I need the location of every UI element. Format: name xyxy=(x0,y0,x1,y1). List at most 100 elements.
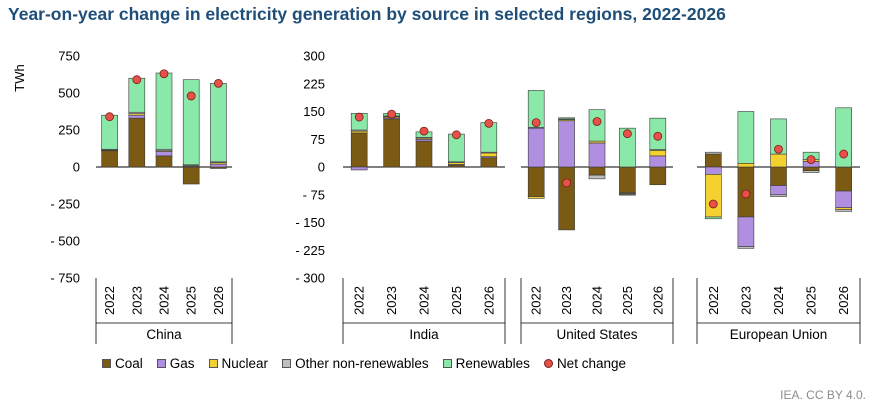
bar-gas-india-2022 xyxy=(350,166,368,171)
bar-nuclear-united-states-2026 xyxy=(649,150,667,157)
x-tick-label: 2026 xyxy=(836,286,851,315)
x-tick-label: 2025 xyxy=(804,286,819,315)
y-axis-label: TWh xyxy=(12,64,27,91)
net-change-dot-china-2023 xyxy=(132,75,142,85)
legend-item-nuclear: Nuclear xyxy=(208,356,269,371)
y-tick-label: - 225 xyxy=(295,243,325,258)
net-change-dot-china-2026 xyxy=(213,78,223,88)
bar-coal-european-union-2026 xyxy=(835,166,853,192)
bar-nuclear-united-states-2022 xyxy=(527,196,545,199)
net-change-dot-united-states-2023 xyxy=(562,178,571,188)
bar-gas-european-union-2024 xyxy=(770,185,787,196)
bar-renewables-european-union-2022 xyxy=(704,216,722,220)
bar-renewables-united-states-2023 xyxy=(558,117,575,120)
bar-gas-united-states-2026 xyxy=(649,155,667,168)
net-change-dot-european-union-2025 xyxy=(806,155,816,165)
legend-swatch-net-change xyxy=(543,359,553,368)
y-tick-label: 250 xyxy=(58,123,80,138)
net-change-dot-european-union-2026 xyxy=(839,149,849,159)
legend-label: Nuclear xyxy=(221,356,269,371)
x-tick-label: 2023 xyxy=(129,286,144,315)
bar-coal-european-union-2025 xyxy=(802,166,820,171)
bar-coal-india-2023 xyxy=(383,118,400,168)
bar-coal-india-2022 xyxy=(350,132,368,168)
net-change-dot-european-union-2024 xyxy=(774,144,783,154)
x-tick-label: 2022 xyxy=(102,286,117,315)
bar-nuclear-india-2026 xyxy=(480,152,498,157)
bar-nuclear-european-union-2023 xyxy=(737,163,755,168)
source-note: IEA. CC BY 4.0. xyxy=(780,388,866,402)
bar-other-non-renewables-european-union-2023 xyxy=(737,246,755,249)
bar-renewables-china-2025 xyxy=(182,79,200,166)
x-tick-label: 2026 xyxy=(211,286,226,315)
x-tick-label: 2024 xyxy=(590,286,605,315)
bar-coal-china-2023 xyxy=(128,117,146,168)
legend-swatch-renewables xyxy=(442,359,452,368)
bar-renewables-united-states-2022 xyxy=(527,90,545,128)
bar-coal-china-2025 xyxy=(182,166,200,185)
bar-coal-united-states-2024 xyxy=(588,166,606,176)
y-tick-label: 0 xyxy=(318,160,325,175)
y-tick-label: - 250 xyxy=(50,197,80,212)
legend-item-coal: Coal xyxy=(102,356,143,371)
y-tick-label: - 300 xyxy=(295,271,325,286)
net-change-dot-india-2022 xyxy=(354,112,364,122)
legend-label: Renewables xyxy=(455,356,530,371)
x-tick-label: 2024 xyxy=(771,286,786,315)
bar-gas-china-2026 xyxy=(210,163,227,168)
bar-gas-china-2024 xyxy=(155,151,173,157)
x-tick-label: 2023 xyxy=(384,286,399,315)
x-tick-label: 2024 xyxy=(417,286,432,315)
x-tick-label: 2026 xyxy=(481,286,496,315)
legend-label: Gas xyxy=(169,356,195,371)
y-tick-label: 500 xyxy=(58,86,80,101)
bar-gas-european-union-2022 xyxy=(704,166,722,175)
net-change-dot-india-2025 xyxy=(451,130,461,140)
y-tick-label: 150 xyxy=(303,104,325,119)
group-label-india: India xyxy=(409,327,439,342)
x-tick-label: 2025 xyxy=(620,286,635,315)
bar-other-non-renewables-european-union-2026 xyxy=(835,209,853,212)
bar-gas-china-2023 xyxy=(128,114,146,119)
y-tick-label: 750 xyxy=(58,49,80,64)
y-tick-label: 0 xyxy=(73,160,80,175)
x-tick-label: 2025 xyxy=(184,286,199,315)
bar-coal-united-states-2025 xyxy=(619,166,636,194)
bar-coal-china-2024 xyxy=(155,155,173,168)
legend-item-renewables: Renewables xyxy=(442,356,530,371)
bar-renewables-china-2026 xyxy=(210,83,227,163)
legend-swatch-coal xyxy=(102,359,111,368)
bar-coal-united-states-2026 xyxy=(649,166,667,186)
y-tick-label: 225 xyxy=(303,76,325,91)
bar-other-non-renewables-united-states-2024 xyxy=(588,174,606,180)
net-change-dot-china-2024 xyxy=(159,69,169,79)
bar-coal-china-2022 xyxy=(101,150,118,168)
bar-renewables-china-2024 xyxy=(155,72,173,150)
legend-item-other-non-renewables: Other non-renewables xyxy=(282,356,429,371)
bar-other-non-renewables-european-union-2024 xyxy=(770,194,787,197)
bar-gas-united-states-2022 xyxy=(527,127,545,168)
bar-coal-european-union-2022 xyxy=(704,153,722,168)
x-tick-label: 2022 xyxy=(706,286,721,315)
y-tick-label: 75 xyxy=(311,132,325,147)
x-tick-label: 2023 xyxy=(738,286,753,315)
x-tick-label: 2024 xyxy=(157,286,172,315)
bar-gas-european-union-2026 xyxy=(835,190,853,209)
y-tick-label: - 500 xyxy=(50,234,80,249)
x-tick-label: 2022 xyxy=(529,286,544,315)
net-change-dot-european-union-2022 xyxy=(708,199,718,209)
legend: Coal Gas Nuclear Other non-renewables Renewa… xyxy=(102,356,640,371)
net-change-dot-united-states-2026 xyxy=(653,131,663,141)
legend-item-gas: Gas xyxy=(156,356,195,371)
net-change-dot-china-2022 xyxy=(105,112,114,122)
net-change-dot-united-states-2022 xyxy=(531,118,541,127)
bar-other-non-renewables-european-union-2022 xyxy=(704,151,722,155)
net-change-dot-india-2024 xyxy=(419,126,429,136)
bar-renewables-european-union-2026 xyxy=(835,107,853,168)
bar-coal-european-union-2024 xyxy=(770,166,787,186)
x-tick-label: 2025 xyxy=(449,286,464,315)
bar-other-non-renewables-european-union-2025 xyxy=(802,170,820,173)
legend-swatch-nuclear xyxy=(208,359,218,368)
legend-label: Net change xyxy=(556,356,626,371)
